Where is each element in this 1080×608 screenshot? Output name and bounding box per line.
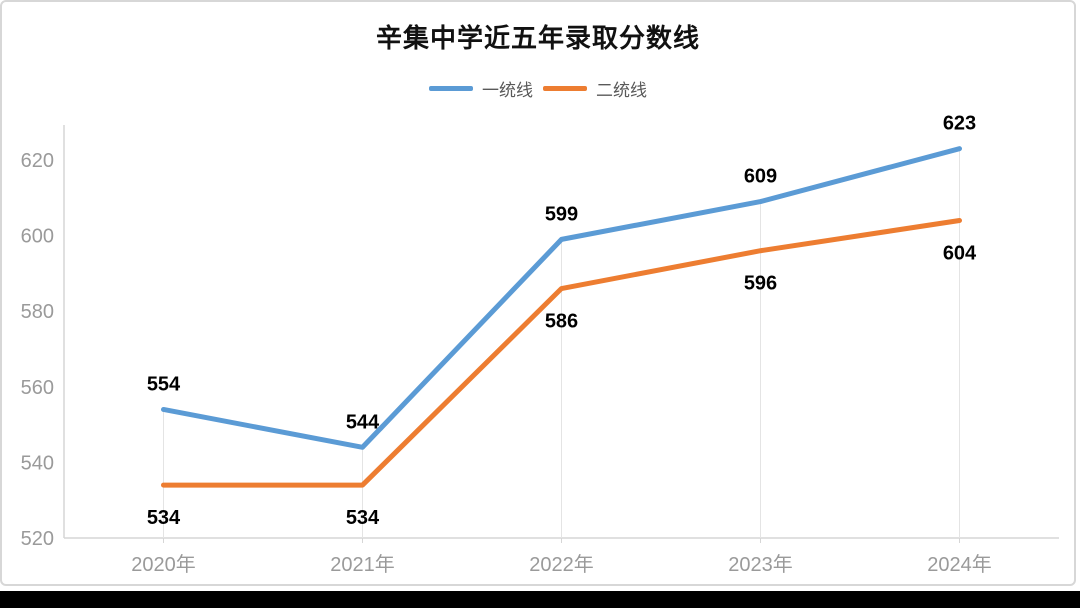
legend-swatch-blue — [429, 86, 473, 91]
y-tick-label: 520 — [21, 528, 54, 550]
data-label: 599 — [545, 203, 578, 225]
data-label: 554 — [147, 373, 181, 395]
bottom-bar — [0, 591, 1080, 608]
x-tick-label: 2020年 — [131, 553, 196, 576]
data-label: 623 — [943, 113, 976, 135]
x-tick-label: 2023年 — [728, 553, 793, 576]
y-tick-label: 580 — [21, 301, 54, 323]
data-label: 604 — [943, 242, 977, 264]
legend-label: 二统线 — [596, 81, 647, 100]
y-tick-label: 560 — [21, 377, 54, 399]
legend-swatch-orange — [543, 86, 587, 91]
data-label: 534 — [346, 507, 380, 529]
legend-label: 一统线 — [482, 81, 533, 100]
x-tick-label: 2022年 — [529, 553, 594, 576]
legend-item-series1: 一统线 — [429, 76, 533, 101]
x-tick-label: 2024年 — [927, 553, 992, 576]
legend: 一统线 二统线 — [2, 76, 1074, 101]
chart-card: 辛集中学近五年录取分数线 一统线 二统线 520 540 560 580 600 620 2… — [0, 0, 1076, 586]
y-tick-label: 540 — [21, 452, 54, 474]
data-label: 586 — [545, 311, 578, 333]
data-label: 534 — [147, 507, 181, 529]
line-chart-plot-area: 520 540 560 580 600 620 2020年 2021年 2022年 2023年 20… — [21, 113, 1059, 576]
chart-title: 辛集中学近五年录取分数线 — [375, 23, 700, 53]
x-tick-label: 2021年 — [330, 553, 395, 576]
series-line-1 — [161, 146, 962, 450]
y-tick-label: 620 — [21, 150, 54, 172]
data-label: 609 — [744, 166, 777, 188]
legend-item-series2: 二统线 — [543, 76, 647, 101]
data-label: 596 — [744, 273, 777, 295]
y-tick-label: 600 — [21, 226, 54, 248]
series-line-2 — [161, 217, 962, 488]
data-label: 544 — [346, 411, 380, 433]
